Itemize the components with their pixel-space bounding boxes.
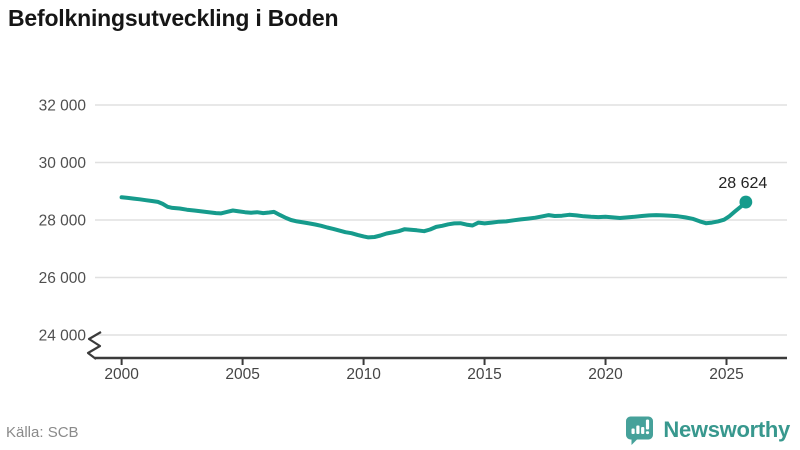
x-tick-label: 2005 xyxy=(225,366,259,383)
axis-break-icon xyxy=(86,331,102,360)
x-tick-label: 2000 xyxy=(104,366,139,383)
page-title: Befolkningsutveckling i Boden xyxy=(8,5,339,31)
y-tick-label: 30 000 xyxy=(39,155,87,172)
last-point-marker xyxy=(739,195,753,209)
chart-svg: 32 000 30 000 28 000 26 000 24 000 2000 2005 20… xyxy=(39,98,787,383)
newsworthy-logo-link[interactable]: Newsworthy xyxy=(624,414,790,446)
y-tick-label: 24 000 xyxy=(39,328,87,345)
x-tick-label: 2010 xyxy=(346,366,381,383)
x-tick-label: 2025 xyxy=(709,366,743,383)
y-tick-label: 28 000 xyxy=(39,213,87,230)
last-point-value-label: 28 624 xyxy=(718,175,767,192)
source-label: Källa: SCB xyxy=(6,424,79,441)
y-tick-label: 26 000 xyxy=(39,270,87,287)
x-tick-label: 2020 xyxy=(588,366,623,383)
chart-area: 32 000 30 000 28 000 26 000 24 000 2000 2005 20… xyxy=(0,55,800,395)
newsworthy-wordmark: Newsworthy xyxy=(663,417,790,442)
population-line xyxy=(119,195,748,240)
y-tick-label: 32 000 xyxy=(39,98,87,115)
newsworthy-chart-bubble-icon xyxy=(626,416,654,445)
x-tick-label: 2015 xyxy=(467,366,501,383)
